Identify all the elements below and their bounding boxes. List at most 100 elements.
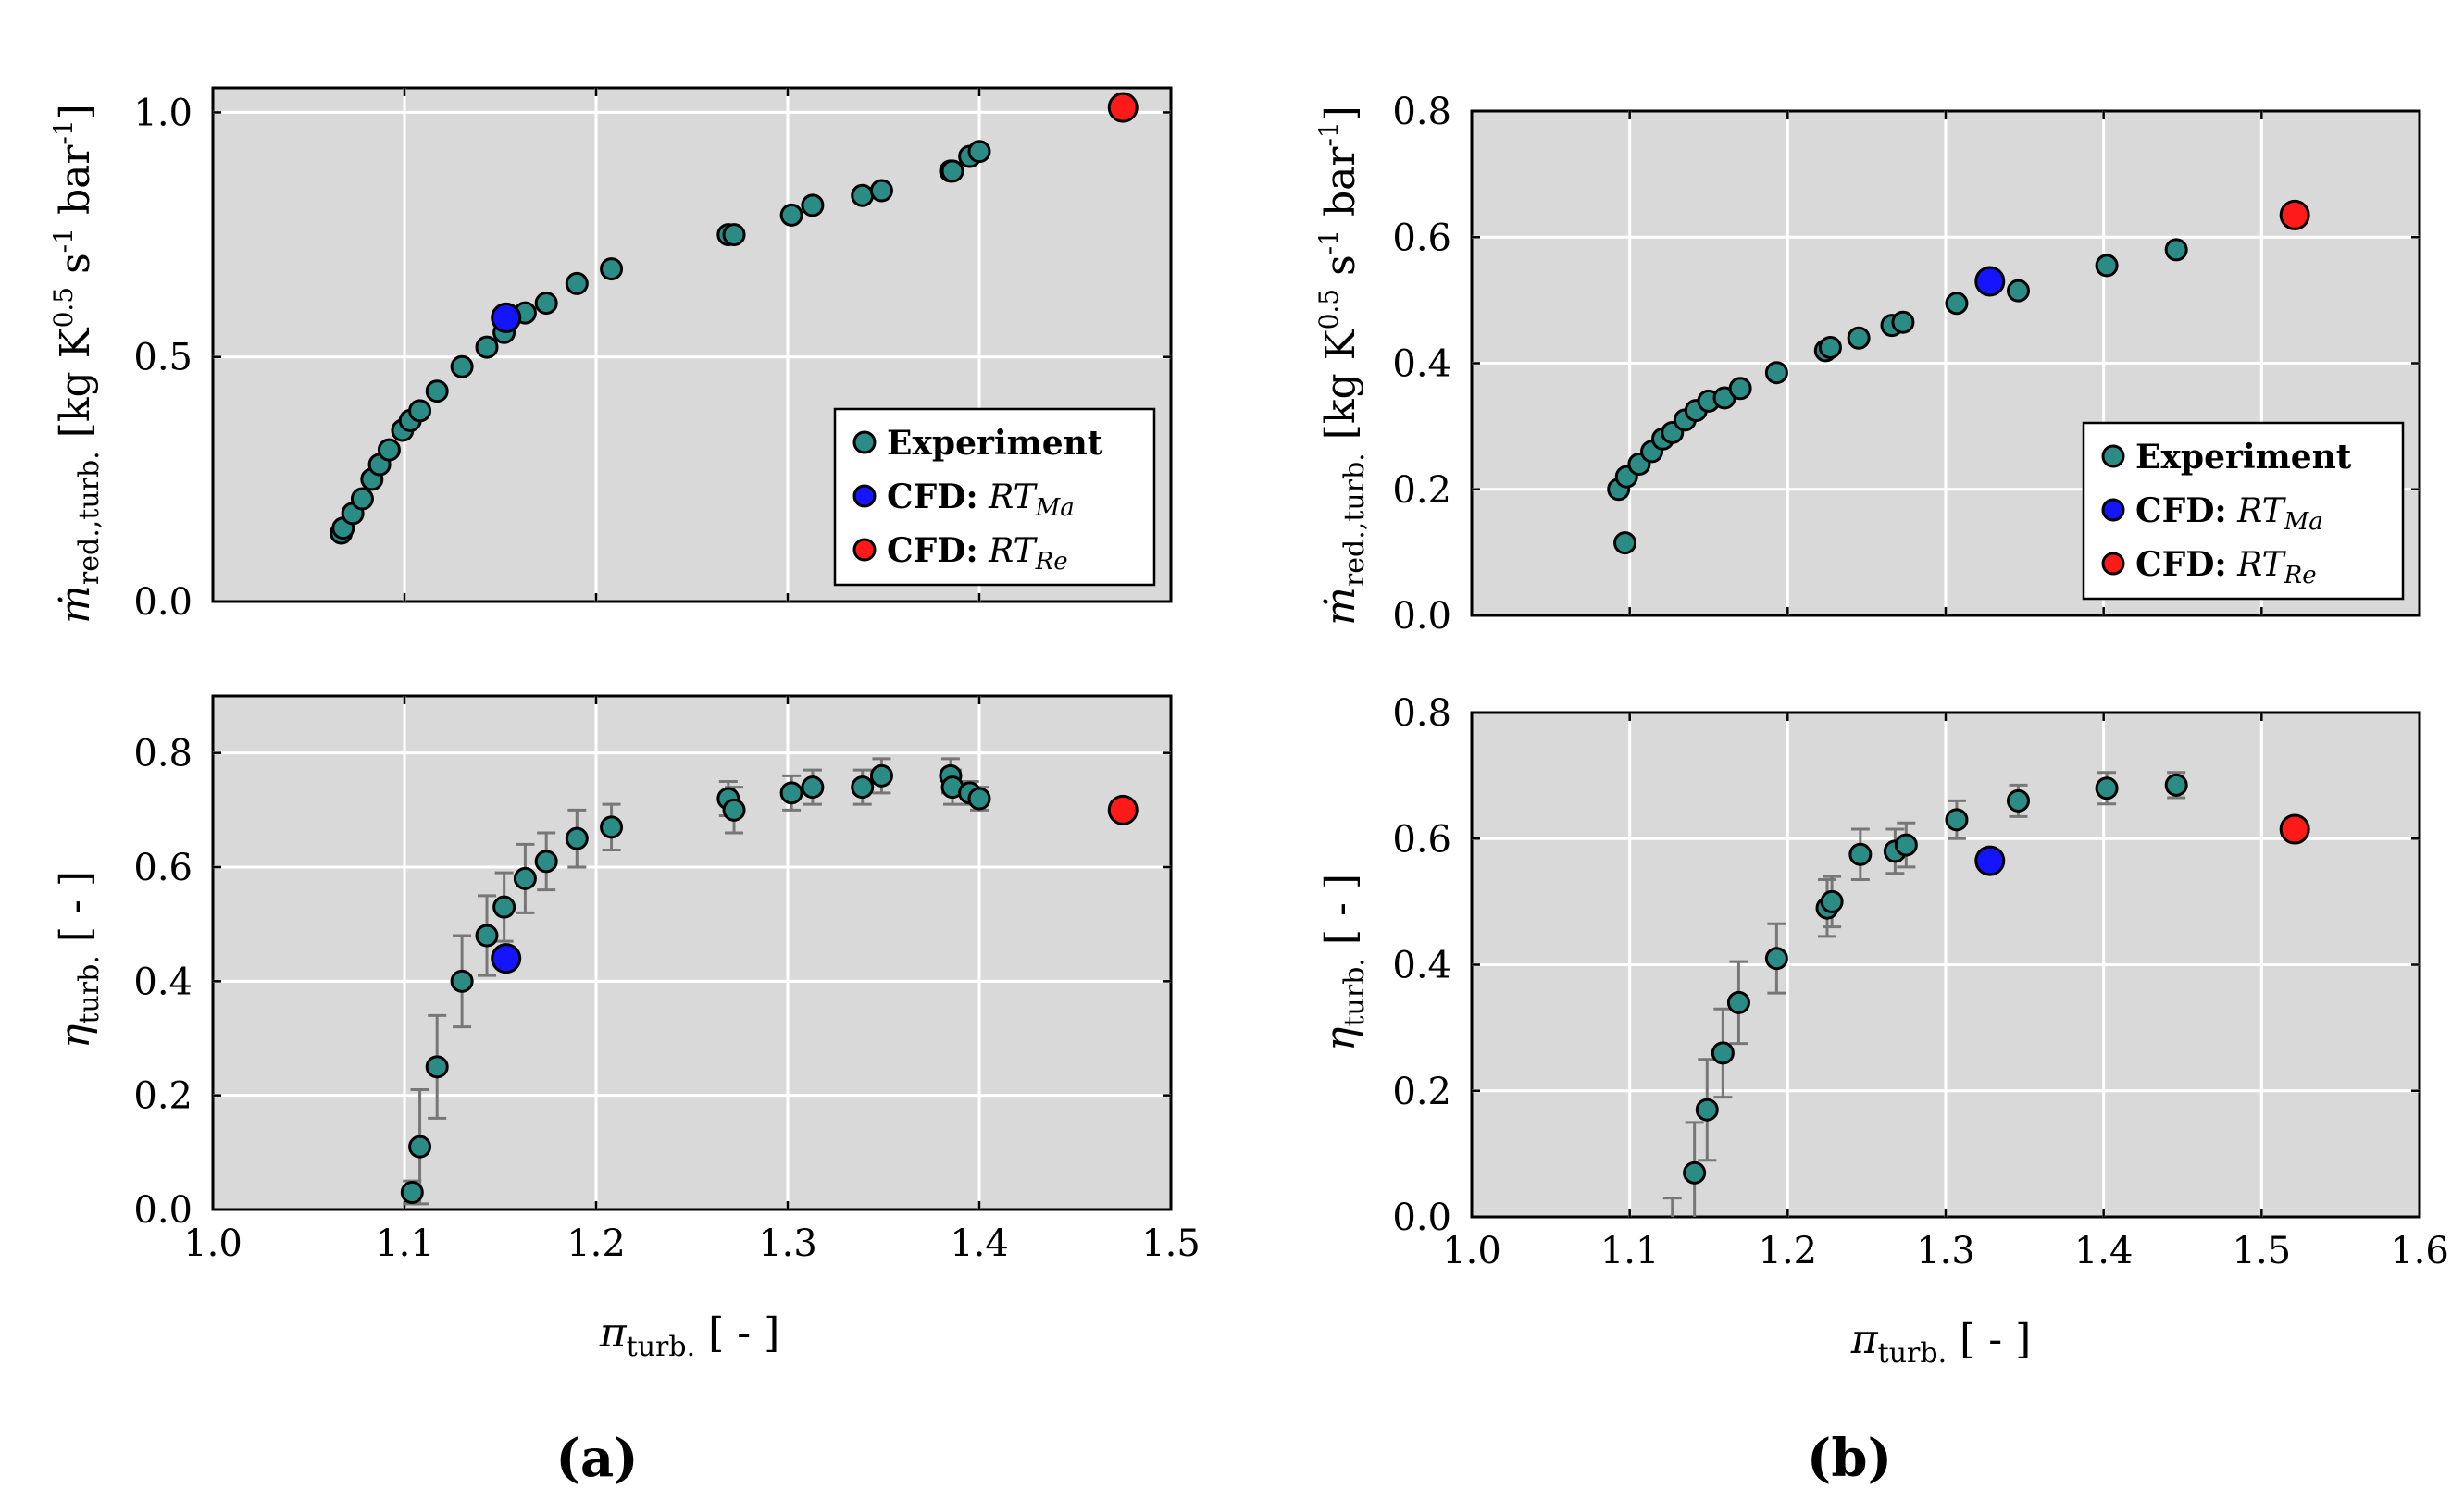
a-bottom-ylabel: ηturb. [ - ] bbox=[52, 871, 106, 1048]
legend-cfd_re-label: CFD: RTRe bbox=[887, 531, 1068, 576]
b_top-ytick-label: 0.0 bbox=[1392, 595, 1451, 638]
a_top-ytick-label: 0.0 bbox=[133, 581, 193, 624]
b_bottom-cfd_ma-point bbox=[1974, 845, 2006, 876]
a_top-experiment-point bbox=[779, 203, 803, 227]
a_bottom-experiment-point bbox=[869, 763, 893, 788]
b_bottom-experiment-point bbox=[2164, 773, 2188, 797]
b_top-cfd_re-point bbox=[2279, 199, 2310, 230]
b_bottom-experiment-point bbox=[1848, 842, 1873, 866]
legend-experiment-label: Experiment bbox=[887, 424, 1103, 463]
a_bottom-xtick-label: 1.3 bbox=[758, 1222, 817, 1265]
legend-experiment-marker bbox=[852, 430, 877, 454]
a_top-experiment-point bbox=[350, 487, 374, 511]
a_bottom-experiment-point bbox=[565, 826, 589, 850]
b_bottom-ytick-label: 0.8 bbox=[1392, 692, 1451, 735]
b_top-cfd_ma-point bbox=[1974, 266, 2006, 297]
b_top-experiment-point bbox=[2095, 254, 2119, 278]
a_top-experiment-point bbox=[801, 193, 825, 217]
legend-cfd_ma-label: CFD: RTMa bbox=[2135, 491, 2323, 536]
a_top-experiment-point bbox=[600, 257, 624, 281]
caption-a: (a) bbox=[555, 1428, 638, 1489]
b_top-ytick-label: 0.8 bbox=[1392, 91, 1451, 133]
b_bottom-xtick-label: 1.4 bbox=[2074, 1230, 2134, 1272]
b_bottom-xtick-label: 1.5 bbox=[2233, 1230, 2292, 1272]
b_top-experiment-point bbox=[2164, 238, 2188, 262]
a_top-data bbox=[330, 92, 1139, 545]
b_bottom-experiment-point bbox=[1711, 1041, 1735, 1065]
a_top-experiment-point bbox=[534, 292, 558, 316]
b_bottom-xtick-label: 1.2 bbox=[1759, 1230, 1818, 1272]
panel-a-top-mass-flow: 0.0 0.5 1.0 Experiment CFD: RTMa CFD: RTRe bbox=[133, 86, 1173, 624]
b_top-legend-box bbox=[2082, 421, 2405, 601]
b-top-ylabel-group: ṁred.,turb. [kg K0.5 s-1 bar-1] bbox=[1313, 105, 1371, 626]
legend-cfd_re-marker bbox=[852, 538, 877, 562]
b_top-experiment-point bbox=[1764, 361, 1788, 385]
b_bottom-experiment-point bbox=[1726, 990, 1750, 1014]
b_bottom-xtick-label: 1.0 bbox=[1442, 1230, 1501, 1272]
a_top-experiment-point bbox=[940, 159, 964, 183]
a_top-experiment-point bbox=[475, 335, 499, 359]
b-xlabel: πturb. [ - ] bbox=[1850, 1316, 2032, 1370]
a_bottom-experiment-point bbox=[801, 775, 825, 800]
b_bottom-ytick-label: 0.6 bbox=[1392, 818, 1451, 861]
a_top-cfd_ma-point bbox=[491, 302, 522, 333]
b_top-legend: Experiment CFD: RTMa CFD: RTRe bbox=[2082, 421, 2405, 601]
legend-cfd_ma-marker bbox=[2101, 498, 2125, 522]
b_top-experiment-point bbox=[2007, 279, 2031, 303]
a_top-experiment-point bbox=[377, 438, 401, 462]
a_bottom-experiment-point bbox=[967, 787, 991, 811]
legend-cfd_ma-label: CFD: RTMa bbox=[887, 478, 1075, 522]
a_bottom-experiment-point bbox=[779, 781, 803, 805]
a_top-experiment-point bbox=[851, 183, 875, 207]
b_bottom-experiment-point bbox=[1945, 808, 1969, 832]
a_top-experiment-point bbox=[967, 140, 991, 164]
b_top-experiment-point bbox=[1891, 310, 1915, 334]
legend-cfd_ma-marker bbox=[852, 484, 877, 508]
a_top-ytick-label: 0.5 bbox=[133, 337, 193, 379]
a-top-ylabel-group: ṁred.,turb. [kg K0.5 s-1 bar-1] bbox=[48, 104, 106, 624]
b-bottom-ylabel: ηturb. [ - ] bbox=[1317, 874, 1371, 1051]
b_bottom-xtick-label: 1.6 bbox=[2390, 1230, 2449, 1272]
b_bottom-cfd_re-point bbox=[2279, 813, 2310, 845]
a_bottom-xtick-label: 1.5 bbox=[1141, 1222, 1201, 1265]
b_top-ytick-label: 0.4 bbox=[1392, 343, 1451, 386]
b_top-experiment-point bbox=[1945, 292, 1969, 316]
a-xlabel: πturb. [ - ] bbox=[599, 1309, 780, 1363]
a_bottom-experiment-point bbox=[408, 1135, 432, 1159]
a_bottom-ytick-label: 0.8 bbox=[133, 733, 193, 775]
legend-experiment-marker bbox=[2101, 444, 2125, 468]
a_bottom-experiment-point bbox=[475, 924, 499, 948]
a_bottom-experiment-point bbox=[450, 969, 474, 993]
b_bottom-ytick-label: 0.4 bbox=[1392, 945, 1451, 987]
a_bottom-ytick-label: 0.2 bbox=[133, 1075, 193, 1118]
b_top-experiment-point bbox=[1728, 377, 1752, 401]
a_top-legend-box bbox=[833, 407, 1156, 587]
a_top-legend: Experiment CFD: RTMa CFD: RTRe bbox=[833, 407, 1156, 587]
b-bottom-ylabel-group: ηturb. [ - ] bbox=[1317, 874, 1371, 1051]
b_bottom-experiment-point bbox=[1683, 1160, 1707, 1185]
a_bottom-xtick-label: 1.1 bbox=[375, 1222, 434, 1265]
b_top-experiment-point bbox=[1613, 531, 1637, 555]
b_bottom-experiment-point bbox=[1662, 1220, 1683, 1240]
a_top-experiment-point bbox=[450, 354, 474, 378]
legend-cfd_re-marker bbox=[2101, 552, 2125, 576]
a_bottom-experiment-point bbox=[425, 1055, 449, 1079]
a_bottom-xtick-label: 1.4 bbox=[950, 1222, 1009, 1265]
a-bottom-ylabel-group: ηturb. [ - ] bbox=[52, 871, 106, 1048]
a_top-experiment-point bbox=[425, 379, 449, 403]
a_bottom-cfd_re-point bbox=[1107, 794, 1139, 825]
panel-b-top-mass-flow: 0.0 0.2 0.4 0.6 0.8 Experiment CFD: RTMa CFD: R… bbox=[1392, 91, 2421, 638]
b_bottom-experiment-point bbox=[2007, 788, 2031, 813]
b-top-ylabel: ṁred.,turb. [kg K0.5 s-1 bar-1] bbox=[1313, 105, 1371, 626]
legend-cfd_re-label: CFD: RTRe bbox=[2135, 545, 2317, 589]
a_top-experiment-point bbox=[722, 223, 746, 247]
a_top-cfd_re-point bbox=[1107, 92, 1139, 123]
b_top-data bbox=[1607, 199, 2310, 555]
b_bottom-ytick-label: 0.2 bbox=[1392, 1071, 1451, 1113]
a_bottom-xtick-label: 1.2 bbox=[566, 1222, 626, 1265]
a_bottom-plot-area bbox=[211, 694, 1173, 1211]
a_bottom-experiment-point bbox=[513, 866, 537, 890]
a_bottom-experiment-point bbox=[400, 1181, 424, 1204]
b_bottom-xtick-label: 1.1 bbox=[1600, 1230, 1660, 1272]
